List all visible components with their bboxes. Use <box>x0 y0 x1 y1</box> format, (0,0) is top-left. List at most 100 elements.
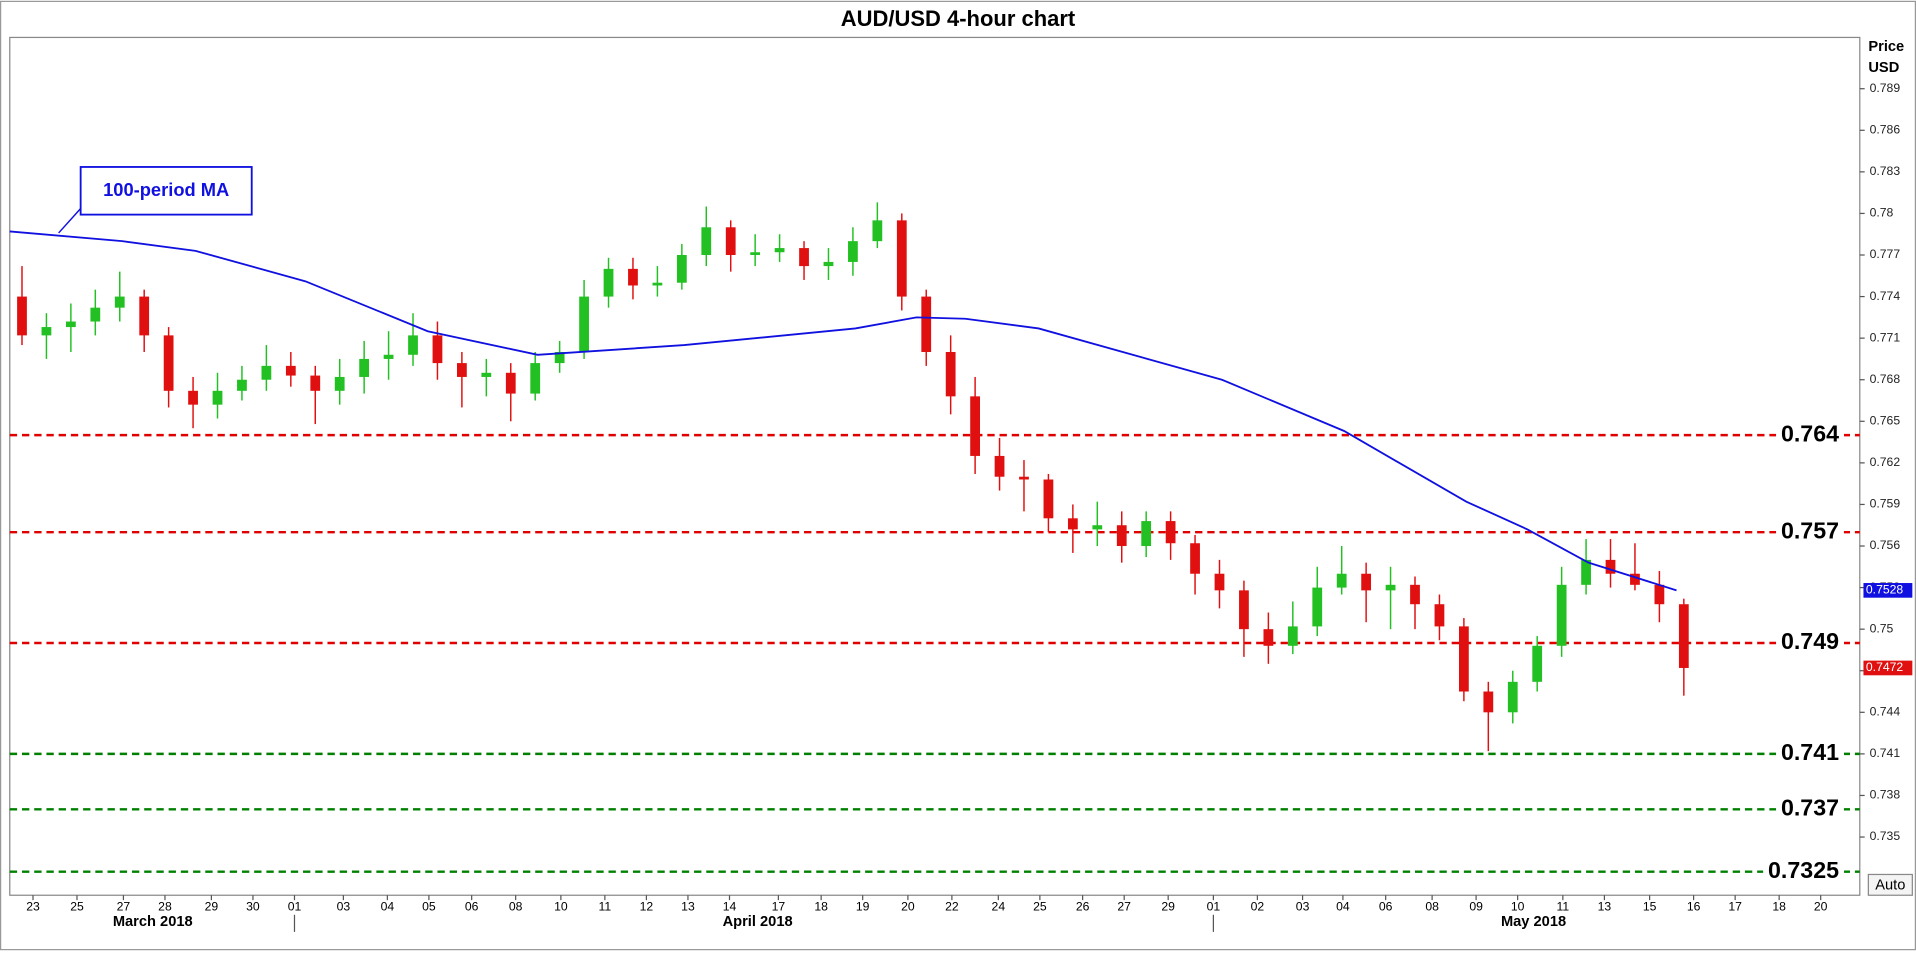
y-tick-label: 0.741 <box>1870 746 1901 760</box>
y-tick-label: 0.759 <box>1870 497 1901 511</box>
candle-body <box>237 379 247 391</box>
candle-body <box>41 327 52 336</box>
auto-button-label[interactable]: Auto <box>1875 877 1905 893</box>
candle-body <box>1678 604 1689 668</box>
candle-body <box>1556 584 1567 646</box>
x-tick-label: 03 <box>337 900 351 914</box>
x-tick-label: 08 <box>1425 900 1439 914</box>
candle-body <box>554 352 565 364</box>
x-tick-label: 04 <box>381 900 395 914</box>
candle-body <box>1141 521 1152 547</box>
candle-body <box>774 248 785 253</box>
candle-body <box>212 390 223 405</box>
y-axis-label: USD <box>1868 60 1899 76</box>
x-tick-label: 08 <box>509 900 523 914</box>
x-tick-label: 05 <box>422 900 436 914</box>
candle-body <box>163 335 174 391</box>
level-label: 0.737 <box>1781 794 1839 820</box>
candle-body <box>725 227 736 256</box>
x-tick-label: 29 <box>1161 900 1175 914</box>
candle-body <box>408 335 418 355</box>
candle-body <box>1605 559 1616 574</box>
x-tick-label: 22 <box>945 900 959 914</box>
x-tick-label: 11 <box>599 900 612 914</box>
x-tick-label: 12 <box>640 900 654 914</box>
last-price-box <box>1863 660 1913 676</box>
x-tick-label: 06 <box>1379 900 1393 914</box>
auto-button[interactable]: Auto <box>1867 873 1913 896</box>
x-tick-label: 20 <box>1814 900 1828 914</box>
candle-body <box>799 248 809 267</box>
x-tick-label: 24 <box>992 900 1006 914</box>
y-tick-label: 0.765 <box>1870 414 1901 428</box>
candle-body <box>701 227 712 256</box>
y-tick-label: 0.78 <box>1870 206 1894 220</box>
candle-body <box>603 268 614 297</box>
y-tick-label: 0.75 <box>1870 621 1894 635</box>
y-tick-label: 0.786 <box>1870 123 1901 137</box>
x-tick-label: 03 <box>1296 900 1310 914</box>
level-label-bg <box>1763 856 1844 883</box>
x-tick-label: 25 <box>70 900 84 914</box>
candle-body <box>1483 691 1494 713</box>
x-tick-label: 09 <box>1469 900 1483 914</box>
candle-body <box>1239 590 1249 630</box>
candle-body <box>1287 626 1298 646</box>
candle-body <box>921 296 932 353</box>
candle-body <box>1458 626 1469 692</box>
candle-body <box>1312 587 1323 627</box>
candle-body <box>945 352 956 397</box>
y-tick-label: 0.789 <box>1870 81 1901 95</box>
y-tick-label: 0.768 <box>1870 372 1901 386</box>
month-label: March 2018 <box>113 914 193 930</box>
candle-body <box>261 365 272 380</box>
x-tick-label: 18 <box>1772 900 1786 914</box>
candle-body <box>457 363 467 377</box>
candle-body <box>1385 584 1396 591</box>
x-tick-label: 04 <box>1336 900 1350 914</box>
y-tick-label: 0.738 <box>1870 788 1901 802</box>
x-tick-label: 28 <box>158 900 172 914</box>
level-label: 0.7325 <box>1768 857 1839 883</box>
candle-body <box>1092 525 1103 530</box>
candle-body <box>1190 543 1200 574</box>
legend-label: 100-period MA <box>103 179 229 200</box>
candle-body <box>188 390 198 405</box>
candle-body <box>1067 518 1078 530</box>
x-tick-label: 11 <box>1557 900 1570 914</box>
candles <box>17 202 1689 752</box>
candle-body <box>139 296 150 336</box>
x-tick-label: 17 <box>772 900 786 914</box>
level-label-bg <box>1776 739 1844 766</box>
candle-body <box>1214 573 1225 591</box>
candle-body <box>505 372 516 394</box>
candle-body <box>334 376 345 391</box>
level-label-bg <box>1776 517 1844 544</box>
level-label-bg <box>1776 628 1844 655</box>
candle-body <box>970 396 980 456</box>
level-label: 0.741 <box>1781 739 1839 765</box>
y-tick-label: 0.762 <box>1870 455 1901 469</box>
ma-price-label: 0.7528 <box>1866 583 1904 597</box>
x-tick-label: 27 <box>1117 900 1131 914</box>
candle-body <box>1116 525 1127 547</box>
auto-button-box[interactable] <box>1867 873 1913 896</box>
ma-price-box <box>1863 583 1913 598</box>
candle-body <box>17 296 27 336</box>
candle-body <box>1581 559 1591 585</box>
candle-body <box>481 372 492 377</box>
x-tick-label: 14 <box>723 900 737 914</box>
candle-body <box>1263 629 1274 646</box>
candle-body <box>1507 681 1518 713</box>
x-tick-label: 10 <box>554 900 568 914</box>
x-tick-label: 29 <box>205 900 219 914</box>
x-tick-label: 15 <box>1643 900 1657 914</box>
x-tick-label: 13 <box>1598 900 1612 914</box>
x-tick-label: 02 <box>1251 900 1265 914</box>
y-tick-label: 0.774 <box>1870 289 1901 303</box>
level-label: 0.757 <box>1781 517 1839 543</box>
x-tick-label: 01 <box>1207 900 1221 914</box>
candle-body <box>1165 521 1176 544</box>
candle-body <box>1019 476 1029 480</box>
